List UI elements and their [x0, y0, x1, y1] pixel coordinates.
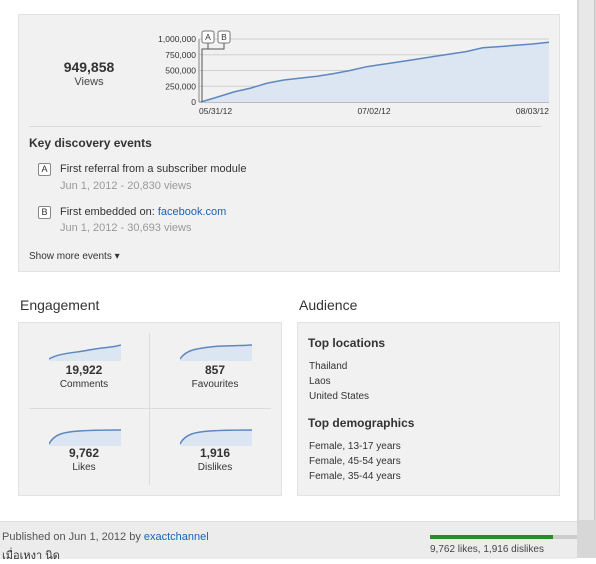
y-tick-label: 500,000 [165, 66, 196, 76]
views-panel: 949,858 Views 1,000,000 750,000 500,000 250… [18, 14, 560, 272]
published-text: Published on Jun 1, 2012 by [2, 531, 144, 543]
engagement-panel: 19,922 Comments 857 Favourites 9,762 Lik… [18, 322, 282, 496]
discovery-title: Key discovery events [29, 136, 152, 150]
y-tick-label: 0 [191, 97, 196, 107]
top-locations-title: Top locations [308, 336, 386, 350]
event-title-b: First embedded on: facebook.com [60, 206, 226, 218]
top-demographics-title: Top demographics [308, 416, 415, 430]
event-marker-a: A [38, 163, 51, 176]
event-flag-a: A [201, 30, 215, 102]
y-tick-label: 250,000 [165, 81, 196, 91]
engagement-divider-vertical [149, 333, 150, 485]
metric-label: Comments [59, 379, 109, 390]
audience-heading: Audience [299, 297, 358, 313]
scrollbar-thumb[interactable] [579, 0, 595, 520]
views-area [201, 42, 549, 102]
views-chart: 1,000,000 750,000 500,000 250,000 0 05/31/12… [158, 30, 550, 116]
event-sub-a: Jun 1, 2012 - 20,830 views [60, 180, 192, 192]
svg-text:A: A [205, 32, 211, 42]
window-scrollbar[interactable] [577, 0, 596, 558]
likes-ratio-bar [430, 535, 577, 539]
svg-text:B: B [221, 32, 227, 42]
engagement-heading: Engagement [20, 297, 100, 313]
demographic-item: Female, 45-54 years [309, 456, 401, 467]
event-flag-b: B [201, 30, 231, 102]
sparkline-comments [49, 344, 121, 361]
channel-link[interactable]: exactchannel [143, 531, 209, 543]
sparkline-dislikes [180, 429, 252, 446]
likes-ratio-fill [430, 535, 553, 539]
y-tick-label: 750,000 [165, 50, 196, 60]
views-label: Views [74, 76, 104, 88]
metric-label: Likes [72, 462, 96, 473]
demographic-item: Female, 35-44 years [309, 471, 401, 482]
x-tick-label: 07/02/12 [357, 106, 390, 116]
event-title-text: First referral from a subscriber module [60, 163, 247, 175]
x-tick-label: 08/03/12 [516, 106, 549, 116]
location-item: Laos [309, 376, 331, 387]
metric-label: Dislikes [197, 462, 233, 473]
views-total: 949,858 [63, 59, 115, 75]
x-tick-label: 05/31/12 [199, 106, 232, 116]
location-item: Thailand [309, 361, 348, 372]
demographic-item: Female, 13-17 years [309, 441, 401, 452]
metric-label: Favourites [191, 379, 239, 390]
published-info: Published on Jun 1, 2012 by exactchannel [2, 531, 209, 543]
audience-panel: Top locations Thailand Laos United State… [297, 322, 560, 496]
video-info-bar [0, 521, 577, 559]
event-marker-b: B [38, 206, 51, 219]
facebook-link[interactable]: facebook.com [157, 206, 227, 218]
sparkline-favourites [180, 344, 252, 361]
likes-dislikes-count: 9,762 likes, 1,916 dislikes [430, 544, 544, 555]
metric-value: 857 [204, 363, 226, 377]
event-title-a: First referral from a subscriber module [60, 163, 246, 175]
y-tick-label: 1,000,000 [158, 34, 196, 44]
views-line [200, 41, 550, 103]
show-more-events-button[interactable]: Show more events ▾ [29, 251, 120, 262]
metric-value: 9,762 [68, 446, 100, 460]
views-divider [29, 126, 541, 127]
metric-value: 1,916 [199, 446, 231, 460]
video-description: เมื่อเหงา นิด [2, 550, 60, 562]
engagement-divider-horizontal [29, 408, 271, 409]
location-item: United States [309, 391, 370, 402]
sparkline-likes [49, 429, 121, 446]
event-sub-b: Jun 1, 2012 - 30,693 views [60, 222, 192, 234]
event-title-text: First embedded on: [60, 206, 158, 218]
metric-value: 19,922 [65, 363, 103, 377]
